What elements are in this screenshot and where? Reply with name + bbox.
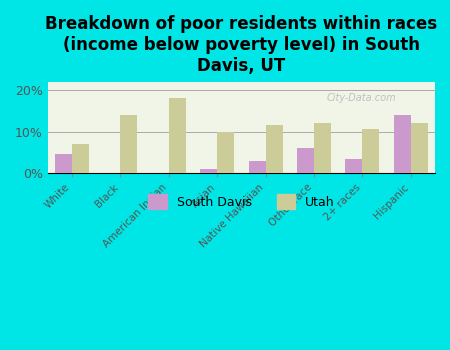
Bar: [169, 98, 186, 173]
Bar: [297, 148, 314, 173]
Legend: South Davis, Utah: South Davis, Utah: [143, 189, 340, 215]
Bar: [200, 169, 217, 173]
Bar: [266, 125, 283, 173]
Bar: [72, 144, 89, 173]
Text: City-Data.com: City-Data.com: [327, 93, 396, 103]
Bar: [362, 130, 379, 173]
Bar: [217, 132, 234, 173]
Bar: [314, 123, 331, 173]
Bar: [120, 115, 137, 173]
Bar: [346, 159, 362, 173]
Bar: [249, 161, 266, 173]
Bar: [394, 115, 411, 173]
Title: Breakdown of poor residents within races
(income below poverty level) in South
D: Breakdown of poor residents within races…: [45, 15, 437, 75]
Bar: [55, 154, 72, 173]
Bar: [411, 123, 428, 173]
